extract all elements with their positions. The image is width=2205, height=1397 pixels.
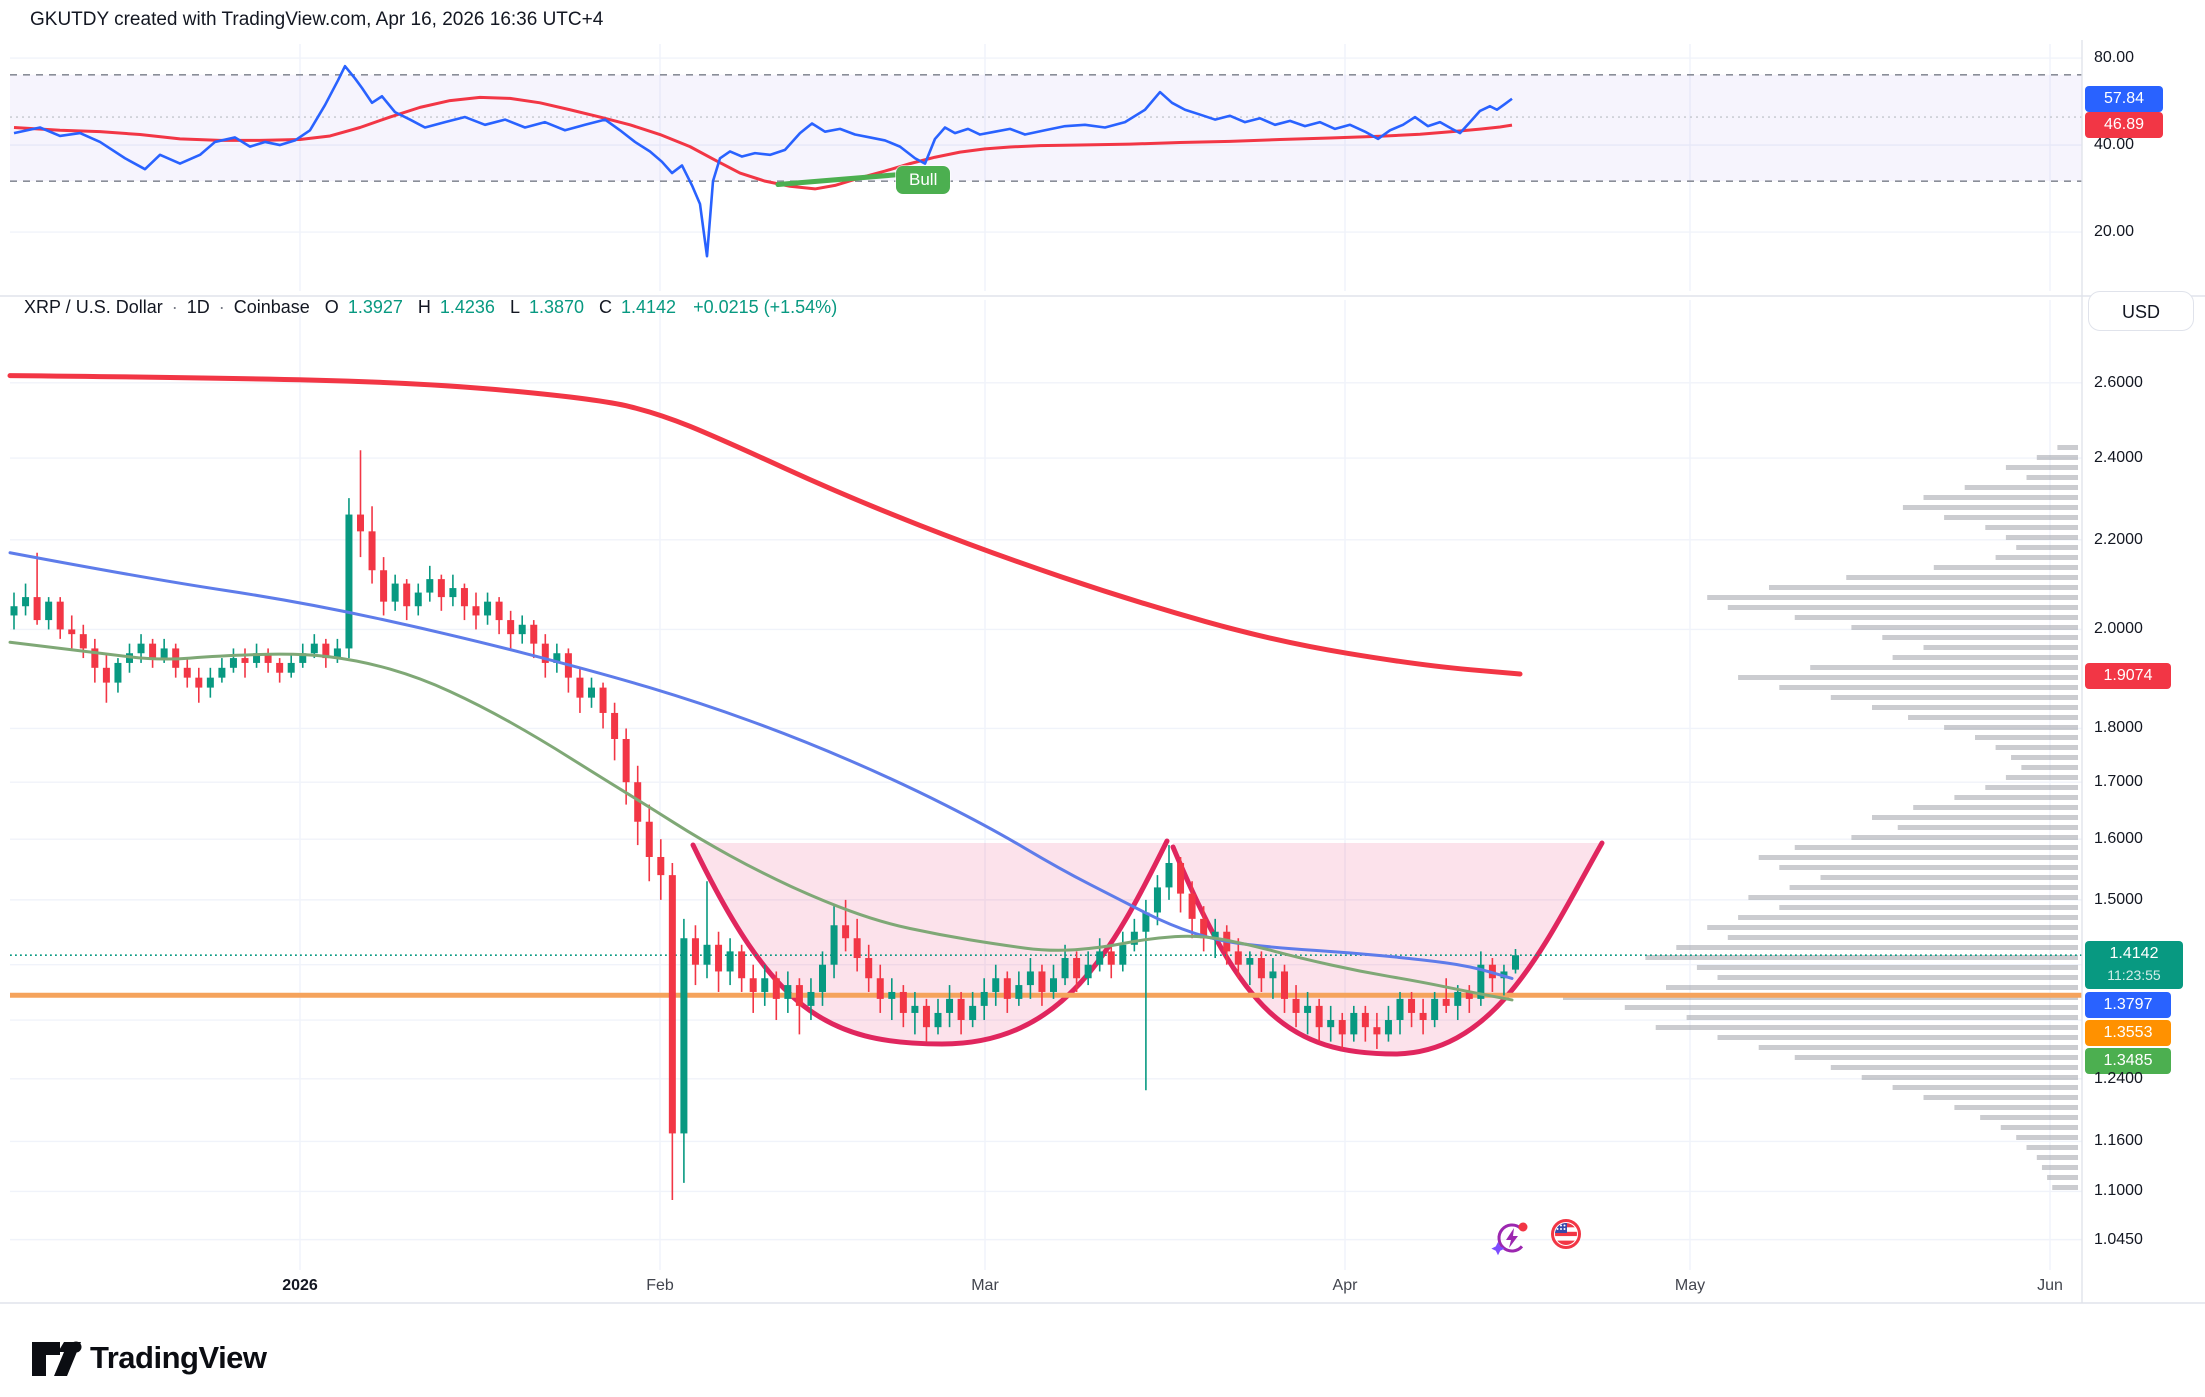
close-label: C — [599, 297, 613, 317]
time-axis-label: Feb — [646, 1277, 674, 1294]
price-tick-label: 2.6000 — [2094, 373, 2143, 391]
price-tick-label: 1.2400 — [2094, 1069, 2143, 1087]
support-price-badge: 1.3553 — [2085, 1020, 2171, 1046]
price-tick-label: 2.0000 — [2094, 620, 2143, 638]
price-tick-label: 1.7000 — [2094, 773, 2143, 791]
time-axis-label: Apr — [1332, 1277, 1358, 1294]
ma-green-price-badge: 1.3485 — [2085, 1048, 2171, 1074]
time-axis-label: 2026 — [282, 1277, 318, 1294]
interval-label[interactable]: 1D — [186, 297, 210, 317]
indicator-tick-label: 20.00 — [2094, 223, 2135, 241]
chart-attribution: GKUTDY created with TradingView.com, Apr… — [30, 9, 604, 30]
rsi-ma-value-badge: 46.89 — [2085, 112, 2163, 138]
price-tick-label: 2.4000 — [2094, 449, 2143, 467]
time-axis-label: Mar — [971, 1277, 999, 1294]
high-value: 1.4236 — [439, 297, 495, 317]
symbol-legend[interactable]: XRP / U.S. Dollar · 1D · Coinbase O 1.392… — [24, 297, 837, 318]
bull-divergence-label[interactable]: Bull — [896, 166, 951, 194]
time-axis-label: Jun — [2037, 1277, 2063, 1294]
legend-separator: · — [218, 297, 225, 317]
close-value: 1.4142 — [621, 297, 677, 317]
low-label: L — [509, 297, 520, 317]
bar-countdown: 11:23:55 — [2107, 967, 2161, 983]
price-tick-label: 1.0450 — [2094, 1230, 2143, 1248]
price-tick-label: 1.1600 — [2094, 1132, 2143, 1150]
ma-red-price-badge: 1.9074 — [2085, 663, 2171, 689]
open-value: 1.3927 — [347, 297, 403, 317]
currency-toggle-button[interactable]: USD — [2088, 291, 2194, 331]
low-value: 1.3870 — [528, 297, 585, 317]
price-tick-label: 1.5000 — [2094, 890, 2143, 908]
high-label: H — [417, 297, 431, 317]
legend-separator: · — [171, 297, 178, 317]
indicator-tick-label: 40.00 — [2094, 136, 2135, 154]
open-label: O — [324, 297, 339, 317]
indicator-tick-label: 80.00 — [2094, 49, 2135, 67]
price-tick-label: 1.1000 — [2094, 1182, 2143, 1200]
rsi-value-badge: 57.84 — [2085, 86, 2163, 112]
change-value: +0.0215 (+1.54%) — [693, 297, 838, 317]
tradingview-brand-text[interactable]: TradingView — [90, 1340, 267, 1375]
price-tick-label: 2.2000 — [2094, 530, 2143, 548]
price-tick-label: 1.6000 — [2094, 830, 2143, 848]
exchange-label[interactable]: Coinbase — [233, 297, 310, 317]
time-axis-label: May — [1674, 1277, 1706, 1294]
price-tick-label: 1.8000 — [2094, 719, 2143, 737]
last-price-value: 1.4142 — [2109, 945, 2159, 962]
symbol-name[interactable]: XRP / U.S. Dollar — [24, 297, 163, 317]
flash-event-icon[interactable] — [1490, 1216, 1534, 1260]
tradingview-logo-icon[interactable] — [28, 1336, 84, 1380]
last-price-badge: 1.4142 11:23:55 — [2085, 941, 2183, 989]
ma-blue-price-badge: 1.3797 — [2085, 992, 2171, 1018]
us-economic-event-icon[interactable] — [1546, 1214, 1586, 1254]
